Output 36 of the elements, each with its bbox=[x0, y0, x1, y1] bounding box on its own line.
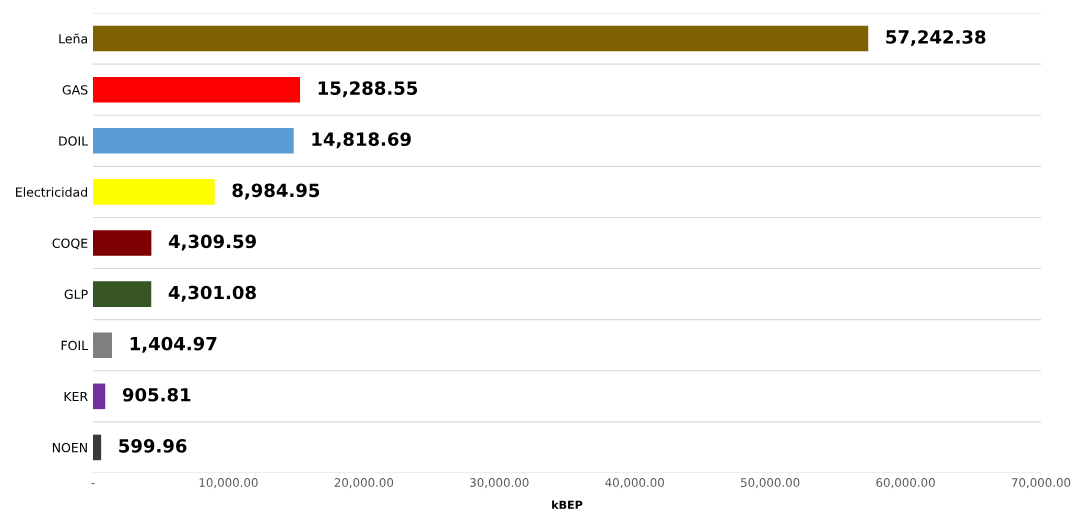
data-label: 4,301.08 bbox=[168, 285, 256, 302]
y-tick-label: KER bbox=[64, 391, 88, 402]
data-label: 8,984.95 bbox=[232, 183, 320, 200]
x-tick-label: 20,000.00 bbox=[334, 478, 394, 489]
data-label: 599.96 bbox=[119, 439, 187, 453]
data-label: 905.81 bbox=[122, 387, 191, 402]
y-tick-label: FOIL bbox=[61, 340, 89, 351]
x-tick-label: - bbox=[91, 483, 95, 485]
bar bbox=[93, 383, 106, 410]
y-tick-label: COQE bbox=[52, 238, 88, 250]
data-label: 15,288.55 bbox=[318, 81, 418, 98]
x-tick-label: 50,000.00 bbox=[741, 478, 800, 489]
x-tick-label: 30,000.00 bbox=[470, 478, 529, 489]
data-label: 14,818.69 bbox=[312, 132, 411, 149]
x-tick-label: 60,000.00 bbox=[876, 478, 935, 489]
bar bbox=[93, 281, 152, 307]
y-tick-label: Leña bbox=[59, 33, 87, 44]
bar bbox=[93, 230, 152, 256]
data-label: 1,404.97 bbox=[130, 336, 217, 353]
x-tick-label: 70,000.00 bbox=[1011, 478, 1071, 489]
x-axis-title: kBEP bbox=[552, 500, 583, 509]
bar bbox=[93, 434, 102, 461]
bar bbox=[93, 332, 113, 358]
y-tick-label: NOEN bbox=[52, 442, 87, 453]
x-tick-label: 40,000.00 bbox=[605, 478, 664, 489]
bar bbox=[93, 179, 215, 205]
y-tick-label: DOIL bbox=[59, 136, 89, 146]
y-tick-label: GLP bbox=[64, 289, 88, 300]
data-label: 57,242.38 bbox=[886, 30, 986, 47]
x-tick-label: 10,000.00 bbox=[199, 478, 258, 489]
y-tick-label: Electricidad bbox=[16, 187, 87, 197]
bar bbox=[93, 76, 301, 103]
bar bbox=[93, 25, 869, 52]
bar bbox=[93, 128, 294, 154]
y-tick-label: GAS bbox=[62, 85, 88, 95]
data-label: 4,309.59 bbox=[168, 234, 256, 251]
